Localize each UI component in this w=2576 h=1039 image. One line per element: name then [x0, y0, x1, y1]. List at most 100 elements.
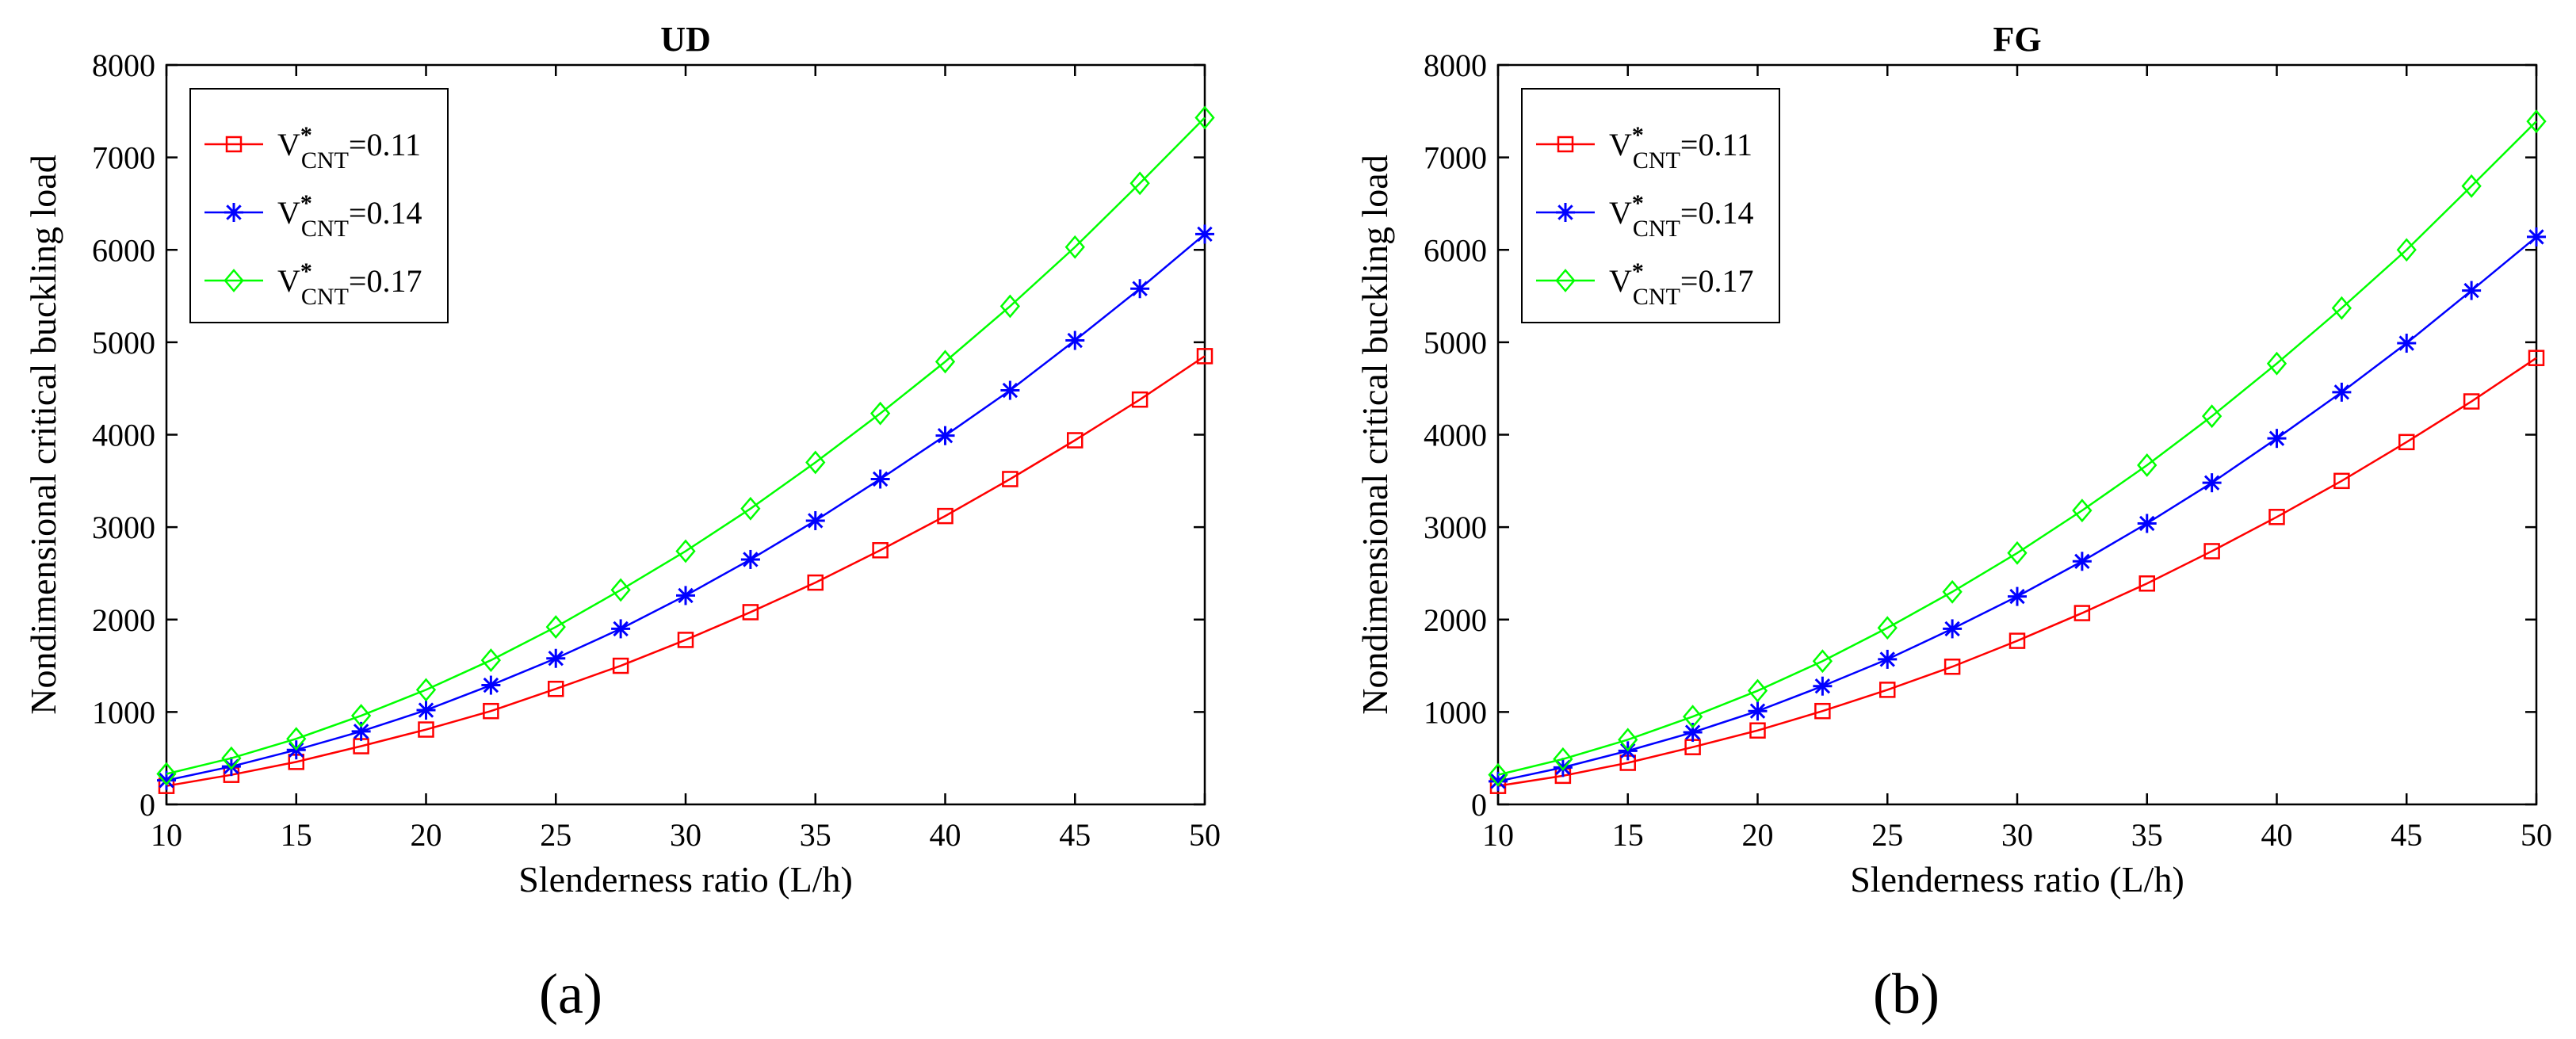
x-tick-label: 25 — [540, 817, 571, 853]
y-tick-label: 2000 — [92, 602, 155, 638]
data-point-series-1 — [2137, 514, 2157, 533]
data-point-series-2 — [1812, 649, 1833, 674]
series-0 — [1489, 350, 2545, 794]
asterisk-stroke — [2463, 282, 2479, 299]
series-1 — [157, 224, 1214, 790]
legend-entry-0: V* CNT=0.11 — [204, 122, 421, 174]
data-point-series-0 — [677, 632, 694, 648]
x-tick-label: 20 — [1742, 817, 1774, 853]
data-point-series-1 — [2072, 552, 2092, 571]
x-tick-label: 45 — [2391, 817, 2422, 853]
y-tick-label: 2000 — [1424, 602, 1487, 638]
data-point-series-2 — [286, 727, 307, 751]
data-point-series-1 — [805, 510, 825, 530]
series-2 — [156, 105, 1215, 786]
asterisk-stroke — [872, 471, 889, 487]
legend-subscript: CNT — [1633, 147, 1680, 174]
legend-value: =0.17 — [349, 263, 422, 299]
asterisk-stroke — [2009, 588, 2025, 605]
data-point-series-1 — [2462, 281, 2482, 300]
data-point-series-2 — [805, 450, 826, 475]
chart-title: FG — [1993, 20, 2041, 59]
x-tick-label: 10 — [151, 817, 182, 853]
asterisk-stroke — [2268, 430, 2285, 446]
data-point-series-0 — [225, 136, 243, 153]
legend-value: =0.17 — [1680, 263, 1754, 299]
legend-entry-1: V* CNT=0.14 — [204, 190, 422, 242]
data-point-series-2 — [610, 578, 631, 602]
legend-superscript: * — [1632, 122, 1644, 148]
data-point-series-0 — [2268, 509, 2285, 525]
data-point-series-0 — [1067, 432, 1084, 449]
y-axis-label: Nondimensional critical buckling load — [23, 155, 63, 714]
asterisk-stroke — [1067, 332, 1083, 349]
x-tick-label: 45 — [1059, 817, 1091, 853]
legend-superscript: * — [1632, 190, 1644, 216]
data-point-series-2 — [480, 648, 502, 673]
data-point-series-1 — [546, 648, 566, 668]
data-point-series-2 — [1555, 269, 1576, 292]
panel-label: (a) — [539, 962, 602, 1026]
asterisk-stroke — [548, 651, 564, 667]
asterisk-stroke — [1944, 621, 1960, 637]
data-point-series-1 — [935, 426, 955, 445]
asterisk-stroke — [2074, 553, 2090, 569]
data-point-series-2 — [224, 269, 244, 292]
data-point-series-0 — [2528, 350, 2545, 366]
data-point-series-2 — [1194, 105, 1215, 130]
data-point-series-1 — [740, 549, 760, 569]
series-line — [166, 117, 1206, 775]
x-tick-label: 25 — [1871, 817, 1903, 853]
series-0 — [158, 348, 1213, 794]
legend-label: V* CNT=0.14 — [277, 190, 422, 242]
data-point-series-1 — [676, 586, 695, 605]
asterisk-stroke — [353, 724, 369, 739]
data-point-series-0 — [2333, 472, 2350, 490]
data-point-series-2 — [2137, 453, 2157, 477]
data-point-series-1 — [1130, 279, 1150, 299]
data-point-series-2 — [1553, 747, 1573, 771]
y-tick-label: 5000 — [92, 325, 155, 361]
data-point-series-1 — [481, 675, 501, 695]
legend-superscript: * — [1632, 258, 1644, 285]
data-point-series-2 — [1877, 616, 1898, 640]
data-point-series-2 — [1682, 705, 1703, 729]
data-point-series-1 — [1943, 619, 1963, 639]
asterisk-stroke — [1132, 281, 1148, 296]
data-point-series-2 — [1618, 728, 1638, 752]
legend-label: V* CNT=0.14 — [1609, 190, 1753, 242]
x-axis-label: Slenderness ratio (L/h) — [518, 859, 853, 900]
legend-symbol: V — [277, 195, 300, 231]
data-point-series-0 — [742, 604, 759, 621]
data-point-series-2 — [221, 746, 242, 770]
legend-value: =0.11 — [1680, 127, 1752, 162]
y-tick-label: 4000 — [1424, 418, 1487, 453]
asterisk-stroke — [2139, 515, 2155, 532]
data-point-series-2 — [2201, 404, 2222, 429]
data-point-series-1 — [1556, 203, 1575, 222]
y-tick-label: 0 — [140, 787, 155, 823]
data-point-series-1 — [2267, 429, 2287, 449]
data-point-series-2 — [999, 294, 1021, 319]
data-point-series-2 — [2007, 541, 2028, 565]
asterisk-stroke — [1002, 382, 1019, 399]
x-tick-label: 10 — [1482, 817, 1514, 853]
data-point-series-0 — [1749, 722, 1766, 739]
data-point-series-1 — [2202, 473, 2222, 493]
asterisk-stroke — [613, 621, 629, 637]
legend-symbol: V — [1609, 127, 1632, 162]
legend-label: V* CNT=0.11 — [277, 122, 421, 174]
data-point-series-1 — [2008, 586, 2027, 606]
legend-symbol: V — [277, 127, 300, 162]
asterisk-stroke — [2528, 229, 2544, 245]
legend-subscript: CNT — [301, 216, 349, 242]
data-point-series-2 — [675, 539, 696, 563]
data-point-series-2 — [1488, 762, 1508, 787]
y-tick-label: 7000 — [92, 140, 155, 176]
x-tick-label: 15 — [281, 817, 312, 853]
data-point-series-0 — [1879, 682, 1896, 698]
x-tick-label: 50 — [1189, 817, 1221, 853]
asterisk-stroke — [1197, 226, 1213, 243]
data-point-series-1 — [224, 203, 243, 222]
legend-symbol: V — [1609, 195, 1632, 231]
